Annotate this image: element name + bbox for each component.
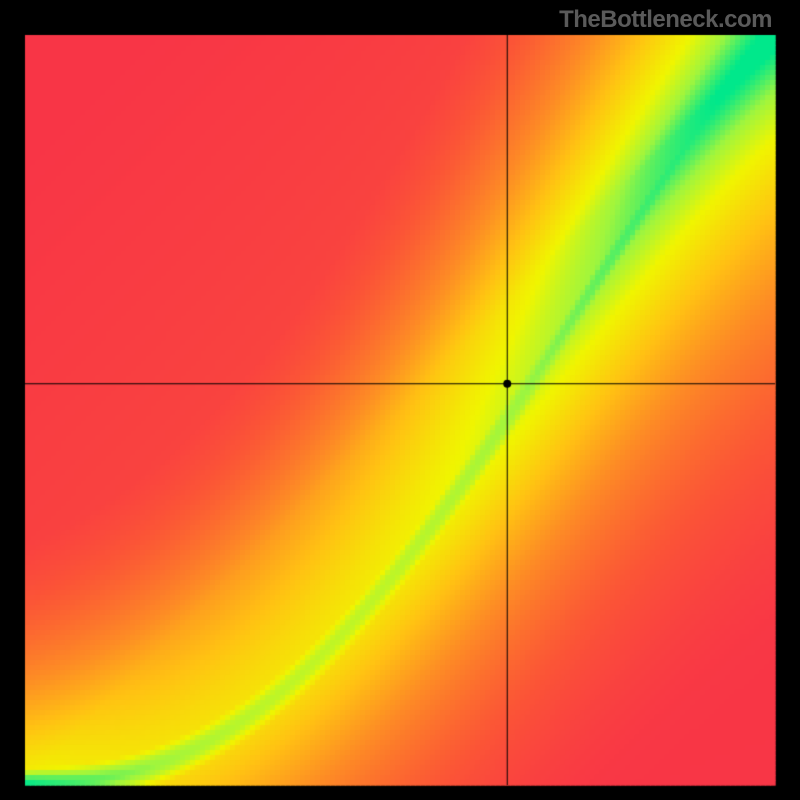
- heatmap-canvas: [0, 0, 800, 800]
- watermark-text: TheBottleneck.com: [559, 6, 772, 34]
